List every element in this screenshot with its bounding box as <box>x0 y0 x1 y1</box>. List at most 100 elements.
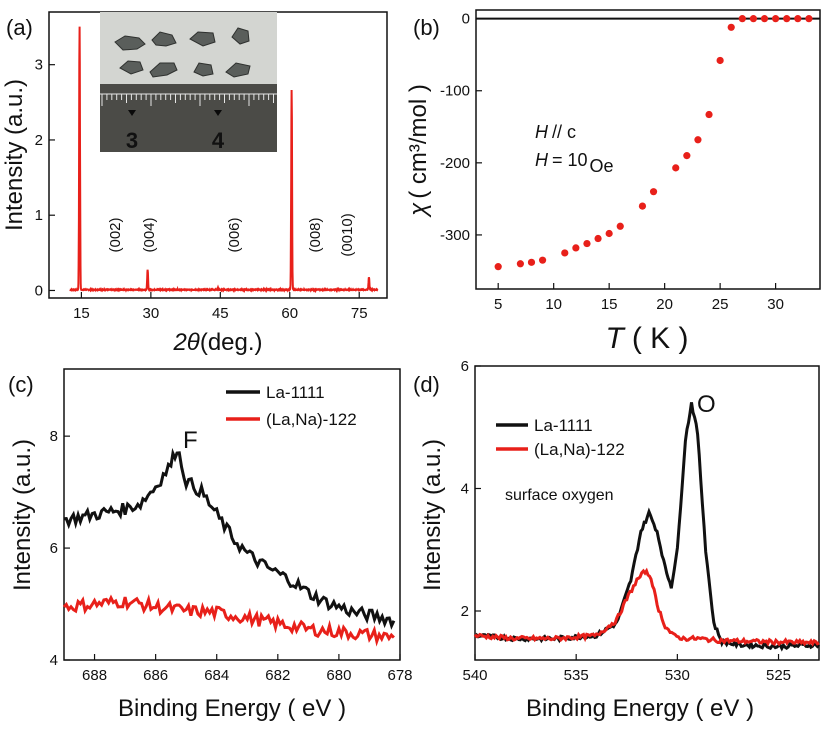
panel-c-tag: (c) <box>8 372 34 397</box>
panel-d-ytick-label: 2 <box>461 603 469 620</box>
panel-c-xtick-label: 688 <box>82 667 107 684</box>
panel-b-data-point <box>605 229 613 238</box>
panel-b-data-point <box>516 260 524 268</box>
panel-a-xtick-label: 15 <box>73 305 90 322</box>
panel-a-ytick-label: 1 <box>35 207 43 224</box>
panel-b-ylabel-unit: ( cm³/mol ) <box>405 84 432 199</box>
panel-b-ylabel: χ ( cm³/mol ) <box>405 84 432 218</box>
panel-d-frame <box>474 365 820 661</box>
panel-a-xtick-label: 45 <box>212 305 229 322</box>
panel-b-xtick-label: 30 <box>767 296 784 313</box>
panel-b-frame <box>475 9 821 290</box>
panel-c-annot-F: F <box>183 427 198 454</box>
legend-label-la1111-d: La-1111 <box>534 416 593 435</box>
panel-b: (b) 5 10 15 20 25 30 0 -100 -200 -300 χ ( cm³/mol … <box>405 9 821 355</box>
panel-a-annot-002: (002) <box>107 217 124 252</box>
panel-c-xtick-label: 686 <box>143 667 168 684</box>
panel-d-xtick-label: 525 <box>766 667 791 684</box>
ruler-label-3: 3 <box>126 128 138 153</box>
panel-c-xtick-label: 680 <box>326 667 351 684</box>
panel-b-data-point <box>638 202 647 210</box>
panel-a-xtick-label: 75 <box>351 305 368 322</box>
panel-b-data-point <box>572 244 580 252</box>
field-direction: // c <box>552 122 576 142</box>
panel-b-data-point <box>805 15 813 23</box>
panel-a-tag: (a) <box>6 15 33 40</box>
legend-label-lana122-d: (La,Na)-122 <box>534 440 625 459</box>
panel-b-data-point <box>716 56 724 65</box>
panel-a-inset-photo: 3 4 <box>100 12 277 153</box>
panel-d-tag: (d) <box>413 372 440 397</box>
panel-a-xlabel: 2θ(deg.) <box>172 329 262 356</box>
panel-c-xtick-label: 682 <box>265 667 290 684</box>
panel-c-series-lana122 <box>62 593 395 647</box>
panel-c-ytick-label: 4 <box>50 652 58 669</box>
panel-b-annot-2: H = 10 Oe <box>535 150 614 176</box>
panel-c-xtick-label: 684 <box>204 667 229 684</box>
panel-b-ytick-label: -200 <box>440 155 470 172</box>
panel-b-data-point <box>561 249 569 257</box>
panel-d-annot-O: O <box>697 391 716 418</box>
panel-b-annot-1: H// c <box>535 122 576 142</box>
panel-b-data-point <box>705 110 713 119</box>
panel-b-data-point <box>649 188 658 196</box>
panel-b-ytick-label: 0 <box>462 11 470 28</box>
panel-b-xlabel-var: T <box>606 322 627 355</box>
panel-d-xtick-label: 530 <box>665 667 690 684</box>
panel-b-data-point <box>672 164 680 172</box>
ruler-label-4: 4 <box>212 128 225 153</box>
field-unit: Oe <box>590 156 614 176</box>
panel-b-xlabel-unit: ( K ) <box>632 322 689 355</box>
panel-a-ytick-label: 3 <box>35 57 43 74</box>
field-symbol-2: H <box>535 150 549 170</box>
field-symbol: H <box>535 122 549 142</box>
panel-d-legend: La-1111 (La,Na)-122 <box>496 416 625 459</box>
panel-c-xtick-label: 678 <box>387 667 412 684</box>
panel-d-series-la1111 <box>473 402 821 652</box>
panel-b-data-point <box>538 256 547 264</box>
panel-a-annot-0010: (0010) <box>339 213 356 256</box>
panel-a-xlabel-unit: (deg.) <box>200 329 263 356</box>
panel-a-ylabel: Intensity (a.u.) <box>1 79 28 231</box>
panel-a-ytick-label: 0 <box>35 282 43 299</box>
panel-b-data-point <box>527 258 536 266</box>
panel-b-xtick-label: 15 <box>601 296 618 313</box>
panel-a: (a) 15 30 45 60 75 0 1 2 3 Intensity (a.u.) 2θ(d… <box>1 11 388 356</box>
panel-b-ylabel-var: χ <box>405 202 432 218</box>
panel-b-data-point <box>594 234 602 243</box>
panel-b-xtick-label: 25 <box>712 296 729 313</box>
legend-label-lana122: (La,Na)-122 <box>266 410 357 429</box>
panel-b-data-point <box>694 136 702 144</box>
panel-d-ytick-label: 6 <box>461 358 469 375</box>
panel-d-series-lana122 <box>473 567 820 647</box>
panel-d-ylabel: Intensity (a.u.) <box>419 439 446 591</box>
panel-b-xtick-label: 5 <box>494 296 502 313</box>
panel-b-data-point <box>683 152 691 160</box>
panel-b-data-point <box>727 23 735 31</box>
panel-d-xlabel: Binding Energy ( eV ) <box>526 695 754 722</box>
panel-d: (d) 540 535 530 525 2 4 6 Intensity (a.u.) Bin… <box>413 358 821 722</box>
panel-a-xtick-label: 30 <box>143 305 160 322</box>
panel-b-data-point <box>772 15 780 23</box>
crystal-flakes <box>114 27 251 78</box>
panel-b-tag: (b) <box>413 15 440 40</box>
panel-d-annot-surface-oxygen: surface oxygen <box>505 487 614 504</box>
panel-b-ytick-label: -300 <box>440 227 470 244</box>
panel-b-xtick-label: 10 <box>545 296 562 313</box>
panel-b-data-point <box>738 15 746 23</box>
panel-c: (c) 688 686 684 682 680 678 4 6 8 Intensity (a.u… <box>8 368 413 722</box>
panel-c-frame <box>63 368 401 661</box>
panel-a-xrd-line <box>69 26 379 294</box>
panel-a-annot-004: (004) <box>141 217 158 252</box>
panel-d-xtick-label: 540 <box>462 667 487 684</box>
panel-b-ytick-label: -100 <box>440 83 470 100</box>
panel-c-ylabel: Intensity (a.u.) <box>9 439 36 591</box>
legend-label-la1111: La-1111 <box>266 383 325 402</box>
panel-b-data-point <box>783 15 791 23</box>
panel-a-annot-006: (006) <box>226 217 243 252</box>
panel-a-xlabel-var: 2θ <box>172 329 199 356</box>
panel-d-xtick-label: 535 <box>564 667 589 684</box>
panel-c-series-la1111 <box>63 447 396 630</box>
panel-c-ytick-label: 8 <box>50 428 58 445</box>
